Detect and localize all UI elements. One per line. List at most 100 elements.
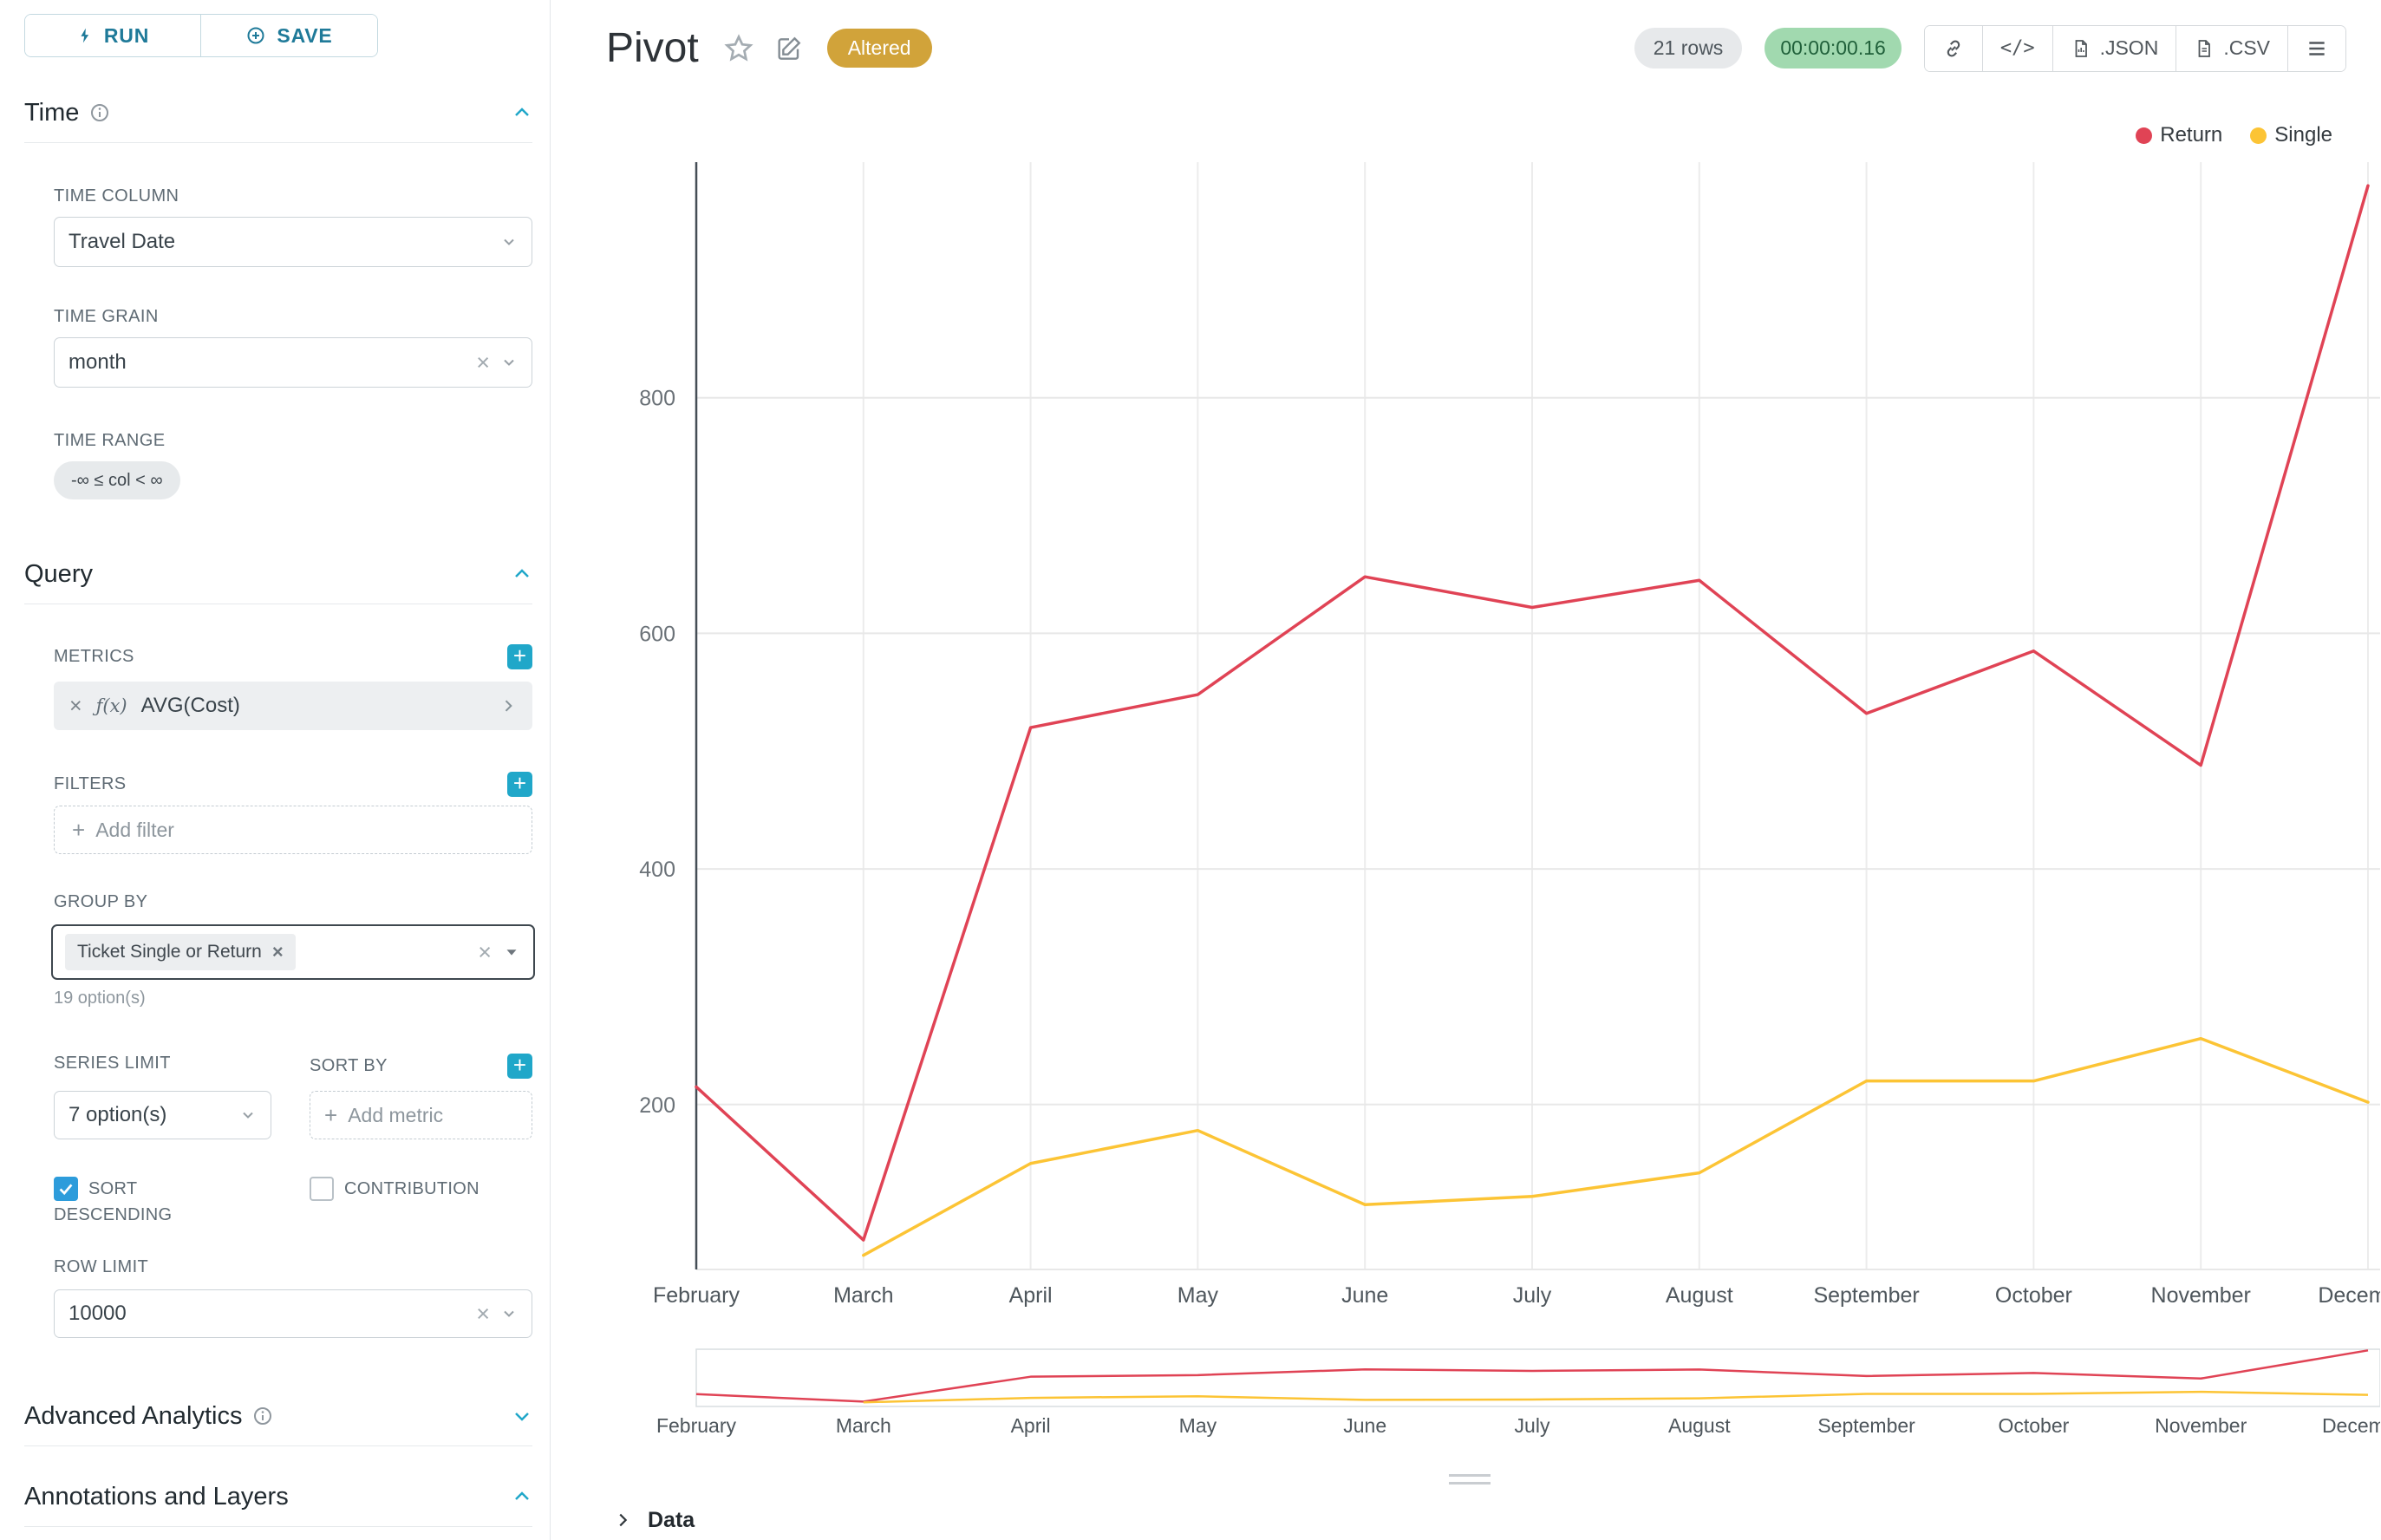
chevron-up-icon[interactable] [512, 102, 532, 123]
code-icon: </> [1999, 37, 2035, 59]
export-csv-label: .CSV [2223, 36, 2270, 59]
sort-by-add-metric[interactable]: + Add metric [310, 1091, 532, 1139]
chart-legend: Return Single [2136, 123, 2332, 147]
svg-text:May: May [1177, 1283, 1219, 1308]
time-section-title: Time [24, 98, 80, 127]
svg-text:August: August [1666, 1283, 1733, 1308]
hamburger-icon [2309, 41, 2325, 55]
time-section-header[interactable]: Time [24, 94, 532, 132]
export-json-button[interactable]: .JSON [2052, 25, 2176, 71]
svg-text:July: July [1515, 1414, 1550, 1437]
section-divider [24, 142, 532, 143]
remove-icon[interactable]: × [69, 693, 82, 718]
chevron-down-icon [504, 238, 514, 245]
chevron-down-icon [504, 1310, 514, 1317]
control-panel-sidebar: RUN SAVE Time TIME COLUMN Travel Date TI… [0, 0, 551, 1540]
chart-header: Pivot Altered 21 rows 00:00:00.16 </> [606, 24, 2346, 72]
annotations-title: Annotations and Layers [24, 1482, 289, 1511]
plus-icon: + [324, 1101, 338, 1128]
svg-text:April: April [1011, 1414, 1051, 1437]
add-filter-plus-button[interactable]: + [507, 772, 532, 797]
add-metric-label: Add metric [348, 1103, 444, 1126]
tag-close-icon[interactable]: × [271, 941, 284, 962]
svg-text:November: November [2155, 1414, 2247, 1437]
time-range-pill[interactable]: -∞ ≤ col < ∞ [54, 461, 180, 499]
svg-text:June: June [1343, 1414, 1386, 1437]
svg-text:May: May [1179, 1414, 1217, 1437]
save-button[interactable]: SAVE [201, 15, 377, 56]
altered-badge[interactable]: Altered [826, 29, 932, 68]
fx-icon: ƒ(x) [95, 695, 127, 716]
chart-header-actions: 21 rows 00:00:00.16 </> .JSON . [1634, 24, 2346, 72]
row-limit-value: 10000 [68, 1302, 127, 1325]
chevron-up-icon[interactable] [512, 564, 532, 584]
save-button-label: SAVE [277, 23, 333, 47]
svg-text:August: August [1668, 1414, 1731, 1437]
clear-icon[interactable]: × [476, 349, 490, 375]
group-by-select[interactable]: Ticket Single or Return × × [51, 924, 535, 980]
metric-chip-label: AVG(Cost) [140, 694, 240, 717]
chevron-down-icon[interactable] [502, 943, 521, 962]
group-by-options-hint: 19 option(s) [54, 989, 146, 1008]
sort-descending-label: SORT DESCENDING [54, 1179, 173, 1224]
sort-descending-checkbox[interactable] [54, 1177, 78, 1201]
run-button-label: RUN [103, 23, 150, 47]
advanced-analytics-header[interactable]: Advanced Analytics [24, 1397, 532, 1435]
svg-text:April: April [1009, 1283, 1053, 1308]
favorite-star-icon[interactable] [723, 33, 754, 64]
svg-text:February: February [653, 1283, 740, 1308]
svg-text:March: March [833, 1283, 893, 1308]
time-grain-select[interactable]: month × [54, 337, 532, 388]
contribution-option: CONTRIBUTION [310, 1176, 532, 1202]
svg-text:June: June [1341, 1283, 1388, 1308]
svg-text:October: October [1995, 1283, 2072, 1308]
export-button-group: </> .JSON .CSV [1923, 24, 2346, 72]
chevron-down-icon[interactable] [512, 1406, 532, 1426]
line-chart-canvas[interactable]: 200 400 600 800 February February March March Ap… [551, 0, 2380, 1540]
metrics-label: METRICS [54, 647, 134, 666]
add-sort-metric-button[interactable]: + [507, 1054, 532, 1079]
export-csv-button[interactable]: .CSV [2176, 25, 2287, 71]
group-by-label: GROUP BY [54, 892, 148, 911]
add-filter-button[interactable]: + Add filter [54, 806, 532, 854]
legend-item-return[interactable]: Return [2136, 123, 2222, 147]
run-button[interactable]: RUN [25, 15, 201, 56]
add-metric-button[interactable]: + [507, 644, 532, 669]
plus-icon: + [72, 816, 86, 843]
series-limit-value: 7 option(s) [68, 1103, 167, 1126]
svg-text:November: November [2151, 1283, 2251, 1308]
row-limit-select[interactable]: 10000 × [54, 1289, 532, 1338]
clear-icon[interactable]: × [476, 1300, 490, 1327]
time-column-select[interactable]: Travel Date [54, 217, 532, 267]
svg-text:200: 200 [639, 1093, 675, 1118]
edit-icon[interactable] [775, 35, 803, 62]
chart-menu-button[interactable] [2287, 25, 2345, 71]
legend-label-single: Single [2274, 123, 2332, 147]
time-grain-value: month [68, 350, 127, 374]
chevron-up-icon[interactable] [512, 1486, 532, 1507]
svg-text:September: September [1813, 1283, 1919, 1308]
advanced-analytics-title: Advanced Analytics [24, 1401, 243, 1430]
view-query-button[interactable]: </> [1981, 25, 2052, 71]
panel-resize-handle[interactable] [1449, 1474, 1491, 1486]
series-limit-select[interactable]: 7 option(s) [54, 1091, 271, 1139]
legend-item-single[interactable]: Single [2250, 123, 2332, 147]
filters-label: FILTERS [54, 774, 127, 793]
chart-panel: Pivot Altered 21 rows 00:00:00.16 </> [551, 0, 2381, 1540]
metric-chip[interactable]: × ƒ(x) AVG(Cost) [54, 682, 532, 730]
clear-icon[interactable]: × [478, 938, 492, 965]
query-section-header[interactable]: Query [24, 555, 532, 593]
check-icon [59, 1184, 73, 1196]
svg-text:September: September [1817, 1414, 1915, 1437]
contribution-checkbox[interactable] [310, 1177, 334, 1201]
svg-text:July: July [1513, 1283, 1552, 1308]
svg-text:800: 800 [639, 387, 675, 411]
run-save-button-group: RUN SAVE [24, 14, 378, 57]
data-panel-header[interactable]: Data [551, 1500, 2381, 1540]
row-count-badge: 21 rows [1634, 28, 1743, 69]
annotations-header[interactable]: Annotations and Layers [24, 1478, 532, 1516]
add-filter-label: Add filter [95, 818, 174, 841]
svg-text:December: December [2322, 1414, 2380, 1437]
svg-text:December: December [2318, 1283, 2380, 1308]
share-link-button[interactable] [1924, 25, 1982, 71]
